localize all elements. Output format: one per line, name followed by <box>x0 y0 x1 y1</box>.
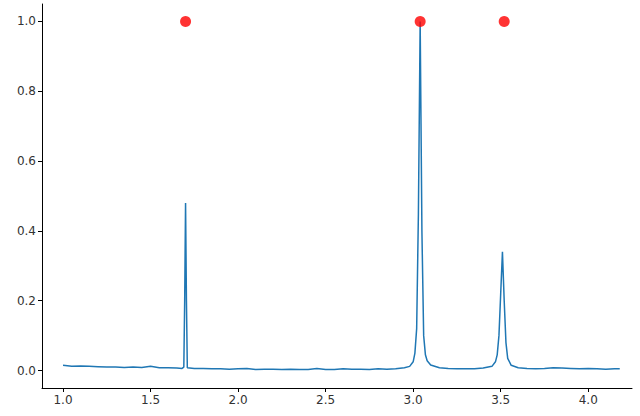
svg-text:4.0: 4.0 <box>579 393 598 407</box>
svg-text:0.6: 0.6 <box>17 154 36 168</box>
svg-text:1.5: 1.5 <box>141 393 160 407</box>
svg-text:0.8: 0.8 <box>17 84 36 98</box>
svg-text:1.0: 1.0 <box>17 14 36 28</box>
svg-text:1.0: 1.0 <box>53 393 72 407</box>
svg-text:0.4: 0.4 <box>17 224 36 238</box>
svg-text:0.2: 0.2 <box>17 294 36 308</box>
svg-text:3.0: 3.0 <box>404 393 423 407</box>
svg-text:2.5: 2.5 <box>316 393 335 407</box>
svg-text:2.0: 2.0 <box>229 393 248 407</box>
svg-text:0.0: 0.0 <box>17 364 36 378</box>
svg-text:3.5: 3.5 <box>491 393 510 407</box>
